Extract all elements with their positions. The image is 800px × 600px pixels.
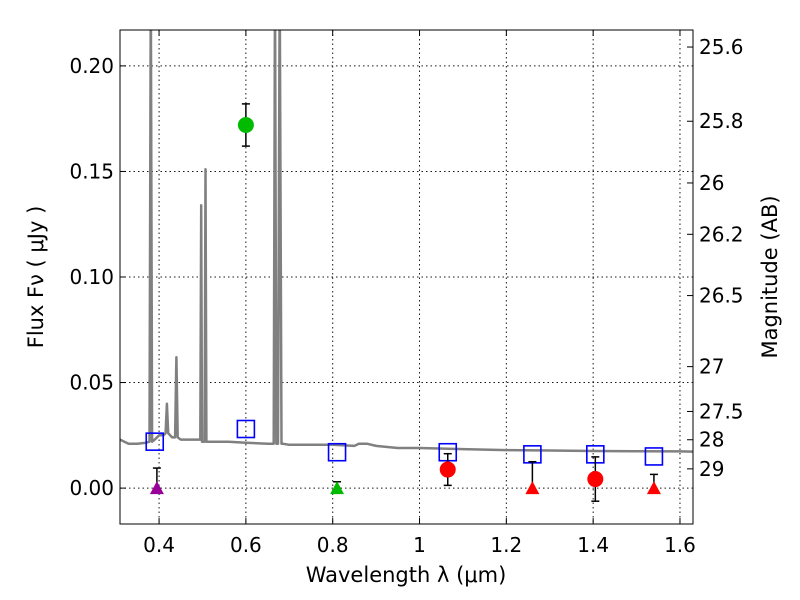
model-photometry-point: [523, 445, 542, 464]
right-axis-tick-label: 26: [699, 171, 724, 195]
right-axis-title: Magnitude (AB): [758, 195, 782, 358]
model-photometry-point: [644, 447, 664, 466]
model-photometry-point: [236, 419, 256, 439]
y-tick-label: 0.10: [69, 265, 114, 289]
x-tick-label: 0.6: [230, 533, 262, 557]
right-axis-tick-label: 25.8: [699, 109, 744, 133]
right-axis-tick-label: 26.5: [699, 284, 744, 308]
plot-area: [120, 30, 693, 502]
right-axis-tick-label: 28: [699, 428, 724, 452]
upper-limits-red-point: [525, 481, 540, 495]
x-tick-label: 1: [413, 533, 426, 557]
grid: [120, 30, 693, 524]
y-tick-label: 0.00: [69, 476, 114, 500]
right-axis-tick-label: 27: [699, 355, 724, 379]
y-tick-label: 0.15: [69, 159, 114, 183]
x-tick-label: 1.2: [490, 533, 522, 557]
right-axis-tick-label: 25.6: [699, 35, 744, 59]
y-tick-label: 0.20: [69, 54, 114, 78]
upper-limits-red-point: [646, 481, 661, 495]
x-tick-label: 1.4: [577, 533, 609, 557]
model-spectrum-line: [120, 30, 693, 453]
right-axis-tick-label: 27.5: [699, 399, 744, 423]
detections-red-point: [439, 461, 456, 478]
x-tick-label: 1.6: [664, 533, 696, 557]
upper-limit-green-point: [330, 481, 345, 495]
y-tick-label: 0.05: [69, 371, 114, 395]
x-axis-title: Wavelength λ (μm): [306, 563, 507, 587]
y-axis-title: Flux Fν ( μJy ): [24, 206, 48, 349]
axis-ticks: 0.4 0.6 0.8 1 1.2 1.4 1.6 0.00 0.05 0.10 0.15 0.20 2…: [69, 30, 744, 557]
right-axis-tick-label: 26.2: [699, 222, 744, 246]
detection-green-point: [237, 117, 254, 133]
upper-limit-purple-point: [149, 481, 164, 495]
detections-red-point: [587, 471, 604, 488]
x-tick-label: 0.8: [317, 533, 349, 557]
right-axis-tick-label: 29: [699, 457, 724, 481]
model-photometry-point: [145, 432, 165, 451]
x-tick-label: 0.4: [143, 533, 175, 557]
model-photometry-point: [327, 442, 347, 462]
